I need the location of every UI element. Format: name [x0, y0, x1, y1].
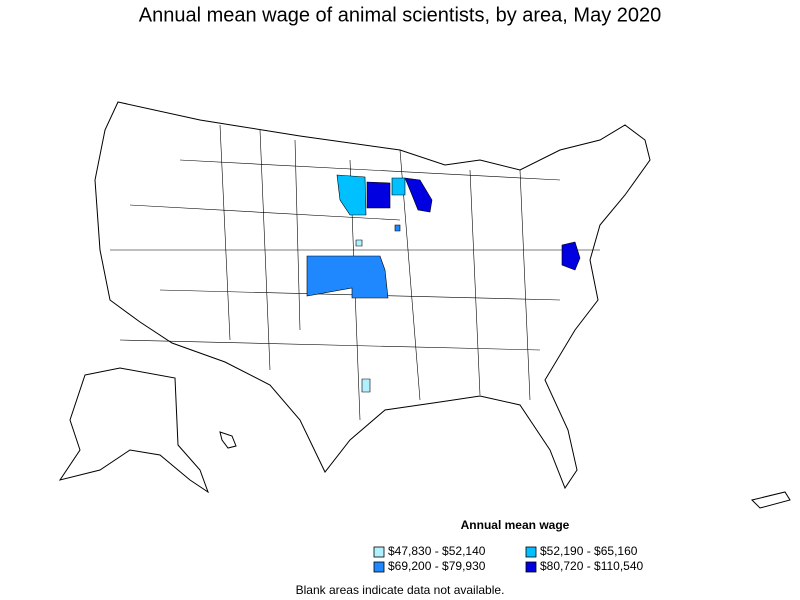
- legend-label: $47,830 - $52,140: [388, 544, 486, 558]
- legend-swatch: [373, 561, 385, 573]
- area-fill: [366, 181, 391, 209]
- legend: $47,830 - $52,140 $52,190 - $65,160 $69,20…: [373, 544, 644, 573]
- legend-swatch: [373, 546, 385, 558]
- footnote: Blank areas indicate data not available.: [296, 583, 505, 597]
- area-fill: [394, 224, 401, 232]
- legend-label: $69,200 - $79,930: [388, 559, 486, 573]
- area-fill: [404, 177, 433, 213]
- puerto-rico: [751, 491, 791, 509]
- area-fill: [336, 174, 367, 216]
- area-fill: [361, 378, 371, 393]
- area-fill: [355, 239, 363, 247]
- area-fill: [561, 241, 581, 271]
- legend-label: $52,190 - $65,160: [540, 544, 638, 558]
- area-fill: [391, 177, 406, 196]
- map-title: Annual mean wage of animal scientists, b…: [139, 4, 662, 26]
- hawaii: [219, 431, 237, 449]
- legend-title: Annual mean wage: [461, 518, 570, 532]
- legend-swatch: [525, 546, 537, 558]
- map: [58, 101, 791, 509]
- alaska: [58, 367, 209, 494]
- area-fill: [306, 255, 389, 299]
- legend-swatch: [525, 561, 537, 573]
- legend-label: $80,720 - $110,540: [540, 559, 644, 573]
